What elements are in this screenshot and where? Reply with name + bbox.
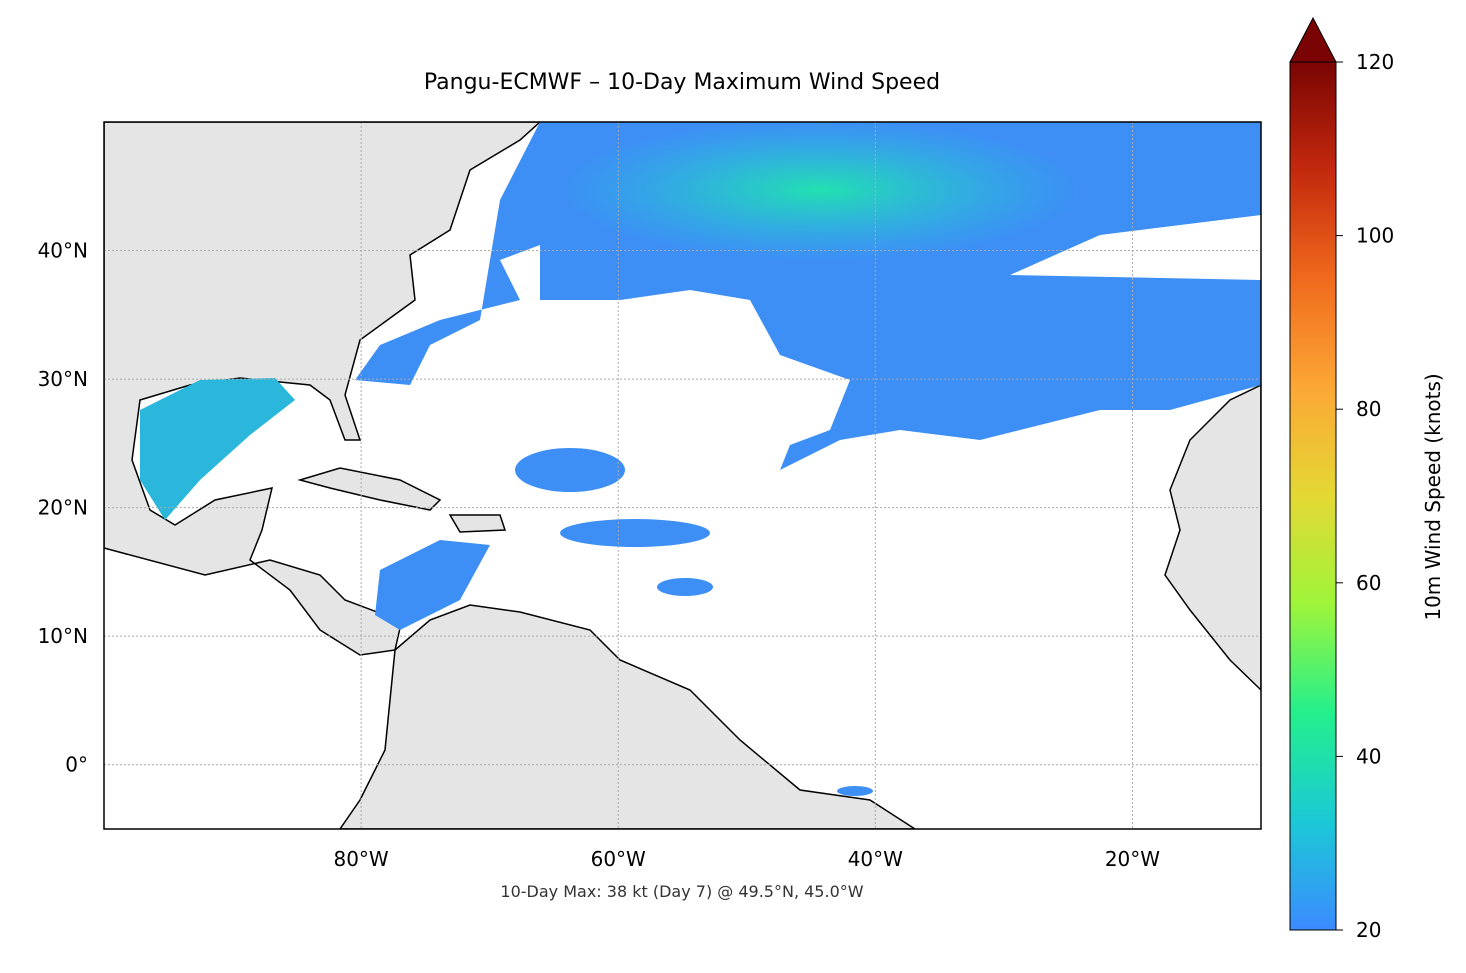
- africa: [1164, 384, 1261, 692]
- colorbar-tick-label: 120: [1356, 50, 1394, 74]
- colorbar-tick-label: 40: [1356, 744, 1381, 768]
- y-tick-label: 20°N: [38, 496, 88, 520]
- x-tick-label: 80°W: [333, 847, 388, 871]
- colorbar: 20 40 60 80 100 120: [1289, 16, 1394, 942]
- colorbar-tick-label: 20: [1356, 918, 1381, 942]
- colorbar-tick-label: 100: [1356, 224, 1394, 248]
- colorbar-extend: [1289, 16, 1337, 63]
- wind-patch: [837, 786, 873, 796]
- colorbar-gradient: [1289, 61, 1337, 931]
- wind-patch: [657, 578, 713, 596]
- hispaniola: [448, 514, 507, 533]
- y-tick-label: 40°N: [38, 239, 88, 263]
- axis-ticks: 80°W 60°W 40°W 20°W 0° 10°N 20°N 30°N 40°N: [38, 239, 1161, 871]
- map-frame: [103, 121, 1262, 830]
- wind-core: [560, 122, 1080, 260]
- y-tick-label: 10°N: [38, 624, 88, 648]
- map-title: Pangu-ECMWF – 10-Day Maximum Wind Speed: [424, 70, 940, 95]
- wind-patch: [515, 448, 625, 492]
- wind-gulf: [140, 378, 295, 520]
- north-america: [104, 122, 542, 656]
- wind-caribbean: [375, 540, 490, 630]
- cuba: [297, 467, 442, 511]
- colorbar-tick-label: 60: [1356, 571, 1381, 595]
- wind-patch: [560, 519, 710, 547]
- colorbar-tick-label: 80: [1356, 397, 1381, 421]
- colorbar-label: 10m Wind Speed (knots): [1421, 373, 1445, 620]
- y-tick-label: 30°N: [38, 367, 88, 391]
- x-tick-label: 60°W: [591, 847, 646, 871]
- y-tick-label: 0°: [65, 753, 88, 777]
- map-body: [104, 122, 1261, 829]
- x-tick-label: 20°W: [1105, 847, 1160, 871]
- x-tick-label: 40°W: [848, 847, 903, 871]
- annotation: 10-Day Max: 38 kt (Day 7) @ 49.5°N, 45.0…: [500, 882, 863, 901]
- grid: [104, 122, 1261, 829]
